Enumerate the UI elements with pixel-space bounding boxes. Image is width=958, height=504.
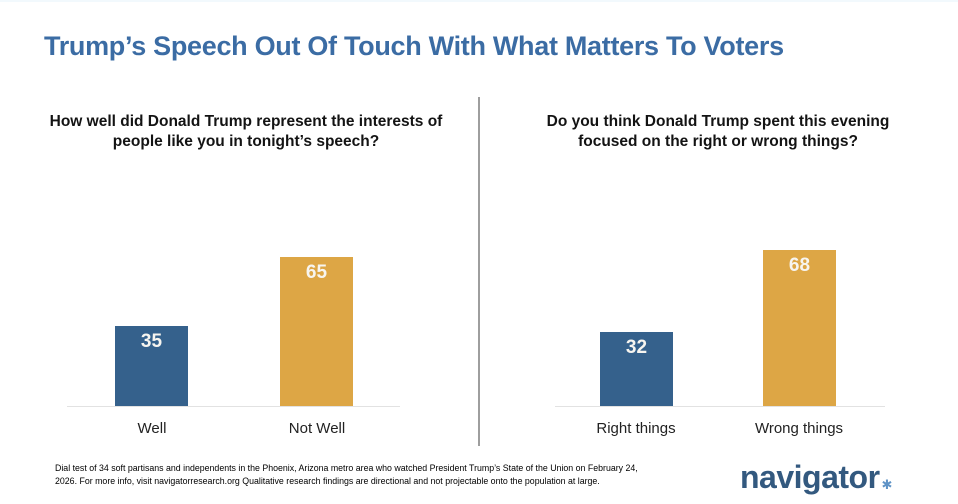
bar-value-label: 65 [305, 261, 328, 283]
bar-chart-left: 35 65 Well Not Well [67, 176, 400, 437]
bar-right-things: 32 [600, 332, 673, 406]
chart-question-right: Do you think Donald Trump spent this eve… [518, 112, 918, 152]
page-title: Trump’s Speech Out Of Touch With What Ma… [44, 31, 784, 61]
category-label-not-well: Not Well [288, 420, 346, 437]
chart-question-right-line1: Do you think Donald Trump spent this eve… [546, 113, 890, 130]
navigator-logo-text: navigator [740, 459, 880, 495]
footnote: Dial test of 34 soft partisans and indep… [55, 462, 725, 487]
vertical-divider [478, 97, 480, 446]
bar-value-label: 68 [788, 254, 811, 276]
category-label-right-things: Right things [596, 420, 676, 437]
chart-question-right-line2: focused on the right or wrong things? [578, 133, 858, 150]
bar-value-label: 32 [625, 337, 648, 359]
chart-question-left-line1: How well did Donald Trump represent the … [49, 113, 443, 130]
bar-wrong-things: 68 [763, 249, 836, 406]
chart-question-left-line2: people like you in tonight’s speech? [112, 133, 380, 150]
bar-chart-right: 32 68 Right things Wrong things [555, 176, 885, 437]
category-label-wrong-things: Wrong things [754, 420, 844, 437]
footnote-line1: Dial test of 34 soft partisans and indep… [55, 463, 638, 473]
bar-not-well: 65 [280, 256, 353, 406]
chart-question-left: How well did Donald Trump represent the … [46, 112, 446, 152]
navigator-logo: navigator ✱ [740, 459, 892, 495]
bar-value-label: 35 [140, 330, 163, 352]
top-edge-strip [0, 0, 958, 2]
footnote-line2: 2026. For more info, visit navigatorrese… [55, 475, 600, 486]
logo-star-icon: ✱ [881, 477, 893, 492]
category-label-well: Well [137, 420, 167, 437]
bar-well: 35 [115, 325, 188, 406]
